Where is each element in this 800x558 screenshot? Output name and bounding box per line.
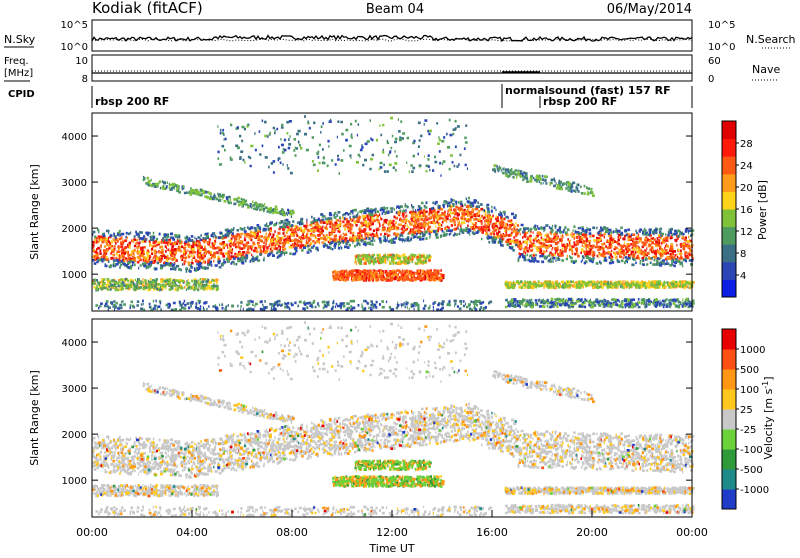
xtick-label: 12:00 — [376, 526, 408, 539]
power-echo-cells — [92, 204, 692, 282]
xtick-label: 08:00 — [276, 526, 308, 539]
power-colorbar-swatch — [722, 121, 736, 140]
velocity-colorbar-tick-label: 500 — [740, 365, 759, 376]
velocity-ytick-label: 2000 — [62, 430, 87, 441]
noise-tick-left-top: 10^5 — [61, 20, 88, 31]
velocity-colorbar-tick-label: 100 — [740, 385, 759, 396]
power-colorbar-swatch — [722, 209, 736, 228]
nave-tick-top: 60 — [708, 56, 721, 67]
power-ytick-label: 1000 — [62, 270, 87, 281]
velocity-ytick-label: 4000 — [62, 338, 87, 349]
velocity-y-ticks: 1000 2000 3000 4000 — [62, 338, 692, 487]
station-title: Kodiak (fitACF) — [92, 0, 203, 17]
power-colorbar-tick-label: 16 — [740, 205, 753, 216]
velocity-colorbar-tick-label: -25 — [740, 425, 756, 436]
velocity-colorbar-swatch — [722, 429, 736, 450]
cpid-label: CPID — [8, 89, 35, 100]
velocity-colorbar-swatch — [722, 469, 736, 490]
power-panel: 1000 2000 3000 4000 Slant Range [km] 4 8 12 16… — [28, 112, 769, 312]
date-title: 06/May/2014 — [607, 2, 692, 17]
noise-tick-left-bottom: 10^0 — [61, 42, 88, 53]
power-heatmap-cells — [92, 115, 695, 312]
power-colorbar-swatch — [722, 279, 736, 298]
power-echo-cells — [92, 119, 694, 312]
nsky-label: N.Sky — [4, 33, 36, 46]
beam-title: Beam 04 — [366, 2, 424, 17]
cpid-mode-1: rbsp 200 RF — [95, 95, 169, 108]
velocity-colorbar-tick-label: -500 — [740, 465, 763, 476]
power-colorbar: 4 8 12 16 20 24 28 — [721, 120, 753, 298]
velocity-colorbar-swatch — [722, 369, 736, 390]
velocity-panel: 1000 2000 3000 4000 Slant Range [km] 1000 50… — [28, 318, 775, 555]
cpid-panel: CPID rbsp 200 RF normalsound (fast) 157 … — [8, 84, 693, 108]
velocity-colorbar-swatch — [722, 329, 736, 350]
nave-tick-bottom: 0 — [708, 74, 714, 85]
velocity-colorbar-label: Velocity [m s-1] — [761, 376, 775, 459]
nave-label: Nave — [752, 63, 780, 76]
noise-panel: N.Sky 10^5 10^0 10^5 10^0 N.Search — [4, 19, 796, 53]
power-colorbar-swatch — [722, 244, 736, 263]
velocity-colorbar-swatch — [722, 409, 736, 430]
velocity-colorbar: 1000 500 100 25 -25 -100 -500 -1000 — [721, 328, 769, 510]
xlabel: Time UT — [368, 542, 414, 554]
freq-trace — [92, 70, 692, 74]
power-colorbar-tick-label: 28 — [740, 139, 753, 150]
xtick-label: 20:00 — [576, 526, 608, 539]
xtick-label: 00:00 — [76, 526, 108, 539]
noise-tick-right-bottom: 10^0 — [708, 42, 735, 53]
cpid-mode-3: rbsp 200 RF — [543, 95, 617, 108]
power-colorbar-tick-label: 12 — [740, 227, 753, 238]
freq-tick-bottom: 8 — [82, 74, 88, 85]
power-ytick-label: 3000 — [62, 178, 87, 189]
velocity-ylabel: Slant Range [km] — [28, 370, 41, 466]
nsearch-label: N.Search — [746, 33, 796, 46]
power-colorbar-swatch — [722, 191, 736, 210]
velocity-colorbar-swatch — [722, 489, 736, 510]
power-colorbar-swatch — [722, 226, 736, 245]
velocity-colorbar-swatch — [722, 449, 736, 470]
velocity-ytick-label: 3000 — [62, 384, 87, 395]
freq-tick-top: 10 — [75, 56, 88, 67]
velocity-ytick-label: 1000 — [62, 476, 87, 487]
power-colorbar-swatch — [722, 156, 736, 175]
power-colorbar-swatch — [722, 138, 736, 157]
power-colorbar-tick-label: 20 — [740, 183, 753, 194]
power-colorbar-label: Power [dB] — [756, 180, 769, 240]
xtick-label: 04:00 — [176, 526, 208, 539]
freq-nave-panel: Freq. [MHz] 10 8 60 0 Nave — [4, 54, 780, 85]
power-colorbar-tick-label: 8 — [740, 249, 746, 260]
velocity-colorbar-tick-label: -100 — [740, 445, 763, 456]
power-ytick-label: 2000 — [62, 224, 87, 235]
power-echo-cells — [92, 204, 693, 282]
velocity-colorbar-swatch — [722, 349, 736, 370]
cpid-mode-2: normalsound (fast) 157 RF — [505, 84, 671, 97]
freq-label-line1: Freq. — [4, 56, 29, 67]
xtick-label: 16:00 — [476, 526, 508, 539]
velocity-colorbar-tick-label: 1000 — [740, 345, 765, 356]
power-colorbar-swatch — [722, 173, 736, 192]
noise-search-line — [91, 38, 693, 42]
power-colorbar-tick-label: 24 — [740, 161, 753, 172]
velocity-colorbar-tick-label: 25 — [740, 405, 753, 416]
power-colorbar-swatch — [722, 261, 736, 280]
velocity-colorbar-tick-label: -1000 — [740, 485, 769, 496]
velocity-colorbar-frame — [721, 328, 737, 510]
power-colorbar-tick-label: 4 — [740, 271, 746, 282]
velocity-echo-cells — [92, 321, 695, 518]
power-y-ticks: 1000 2000 3000 4000 — [62, 132, 692, 281]
noise-tick-right-top: 10^5 — [708, 20, 735, 31]
power-ylabel: Slant Range [km] — [28, 164, 41, 260]
xtick-label: 00:00 — [676, 526, 708, 539]
freq-label-line2: [MHz] — [4, 68, 33, 79]
noise-trace — [91, 34, 693, 43]
velocity-heatmap-cells — [92, 321, 695, 518]
power-ytick-label: 4000 — [62, 132, 87, 143]
velocity-colorbar-swatch — [722, 389, 736, 410]
time-x-ticks: 00:00 04:00 08:00 12:00 16:00 20:00 00:00 — [76, 510, 708, 539]
